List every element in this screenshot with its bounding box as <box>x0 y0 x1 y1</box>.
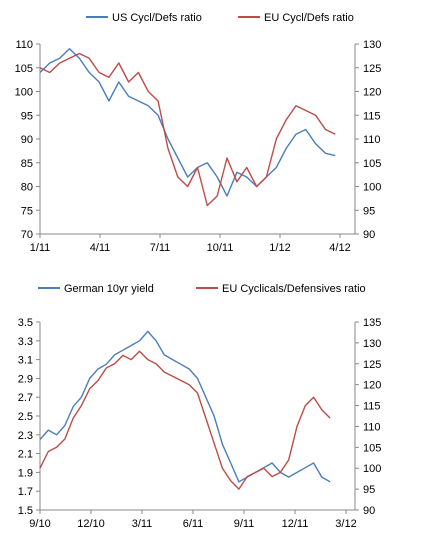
left-tick-label: 95 <box>21 110 33 122</box>
left-tick-label: 2.5 <box>18 411 33 423</box>
right-tick-label: 105 <box>363 158 381 170</box>
left-tick-label: 2.7 <box>18 392 33 404</box>
x-tick-label: 10/11 <box>207 242 234 254</box>
right-tick-label: 120 <box>363 87 381 99</box>
right-tick-label: 95 <box>363 484 375 496</box>
left-tick-label: 3.5 <box>18 317 33 329</box>
x-tick-label: 1/12 <box>269 242 290 254</box>
x-tick-label: 3/12 <box>335 518 356 530</box>
x-tick-label: 4/11 <box>90 242 111 254</box>
left-tick-label: 3.3 <box>18 336 33 348</box>
x-tick-label: 7/11 <box>150 242 171 254</box>
left-tick-label: 80 <box>21 182 33 194</box>
left-tick-label: 1.5 <box>18 505 33 517</box>
legend-label: EU Cycl/Defs ratio <box>264 12 354 24</box>
left-tick-label: 70 <box>21 229 33 241</box>
legend-label: EU Cyclicals/Defensives ratio <box>222 283 366 295</box>
right-tick-label: 105 <box>363 442 381 454</box>
series-line-2 <box>39 350 331 490</box>
right-tick-label: 90 <box>363 505 375 517</box>
x-tick-label: 3/11 <box>132 518 153 530</box>
right-tick-label: 130 <box>363 338 381 350</box>
right-tick-label: 120 <box>363 380 381 392</box>
series-line-1 <box>39 48 336 197</box>
right-tick-label: 130 <box>363 39 381 51</box>
left-tick-label: 105 <box>15 63 33 75</box>
right-tick-label: 115 <box>363 401 381 413</box>
left-tick-label: 1.9 <box>18 467 33 479</box>
legend-label: German 10yr yield <box>64 283 154 295</box>
bottom-chart: 1.5 1.7 1.9 2.1 2.3 2.5 2.7 2.9 3.1 3.3 3.5 90 95 100… <box>18 283 382 530</box>
left-tick-label: 3.1 <box>18 355 33 367</box>
left-tick-label: 75 <box>21 205 33 217</box>
x-tick-label: 12/10 <box>77 518 105 530</box>
legend-label: US Cycl/Defs ratio <box>112 12 202 24</box>
top-chart: 70 75 80 85 90 95 100 105 110 90 95 100 105 110 115 120… <box>15 12 382 254</box>
x-tick-label: 12/11 <box>282 518 309 530</box>
right-tick-label: 135 <box>363 317 381 329</box>
right-tick-label: 100 <box>363 182 381 194</box>
left-tick-label: 110 <box>15 39 33 51</box>
series-line-2 <box>39 52 336 207</box>
right-tick-label: 90 <box>363 229 375 241</box>
left-tick-label: 2.9 <box>18 373 33 385</box>
right-tick-label: 110 <box>363 421 381 433</box>
right-tick-label: 100 <box>363 463 381 475</box>
left-tick-label: 2.3 <box>18 430 33 442</box>
left-tick-label: 100 <box>15 87 33 99</box>
x-tick-label: 6/11 <box>183 518 204 530</box>
left-tick-label: 1.7 <box>18 486 33 498</box>
right-tick-label: 110 <box>363 134 381 146</box>
left-tick-label: 2.1 <box>18 449 33 461</box>
x-tick-label: 1/11 <box>30 242 51 254</box>
right-tick-label: 95 <box>363 205 375 217</box>
left-tick-label: 90 <box>21 134 33 146</box>
right-tick-label: 115 <box>363 110 381 122</box>
series-line-1 <box>39 330 331 483</box>
x-tick-label: 9/10 <box>29 518 50 530</box>
right-tick-label: 125 <box>363 63 381 75</box>
right-tick-label: 125 <box>363 359 381 371</box>
x-tick-label: 9/11 <box>234 518 255 530</box>
x-tick-label: 4/12 <box>329 242 350 254</box>
left-tick-label: 85 <box>21 158 33 170</box>
